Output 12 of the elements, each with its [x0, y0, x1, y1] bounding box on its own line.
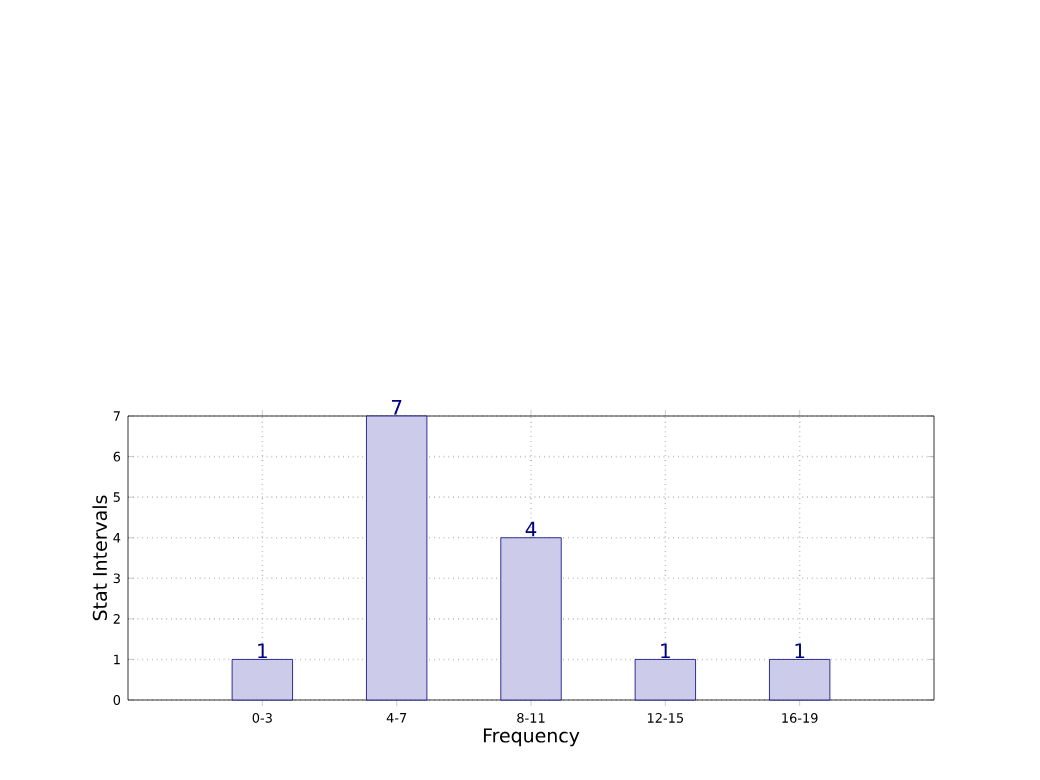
- data-label: 1: [661, 643, 670, 659]
- data-label: 1: [258, 643, 267, 659]
- bar: [231, 659, 293, 701]
- bar: [634, 659, 696, 701]
- bar: [500, 537, 562, 701]
- data-label: 4: [525, 521, 537, 537]
- y-axis-title: Stat Intervals: [92, 495, 108, 621]
- bar: [366, 415, 428, 701]
- data-label: 1: [795, 643, 805, 659]
- bar: [769, 659, 831, 701]
- x-axis-title: Frequency: [483, 728, 580, 747]
- data-label: 7: [391, 400, 402, 415]
